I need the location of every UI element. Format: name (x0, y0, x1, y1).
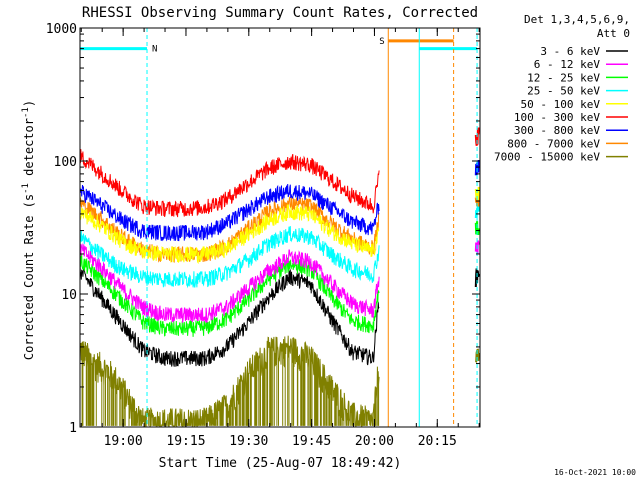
y-axis-label-part: Corrected Count Rate (s (22, 194, 36, 360)
y-tick-label: 1 (69, 421, 77, 436)
series-trace (79, 183, 380, 242)
series-trace (79, 204, 380, 265)
series-trace-post (474, 186, 480, 201)
legend-label: 12 - 25 keV (527, 71, 600, 84)
series-trace (79, 335, 380, 428)
legend-label: 7000 - 15000 keV (494, 151, 600, 164)
x-tick-label: 19:00 (104, 434, 143, 449)
legend-label: 100 - 300 keV (514, 111, 600, 124)
x-tick-label: 20:15 (418, 434, 457, 449)
flag-label: S (379, 37, 384, 47)
legend-label: 300 - 800 keV (514, 124, 600, 137)
y-axis-label-sup: -1 (21, 183, 31, 194)
x-tick-label: 19:45 (292, 434, 331, 449)
series-trace (79, 149, 380, 218)
legend-label: 25 - 50 keV (527, 85, 600, 98)
series-trace (79, 243, 380, 324)
series-trace (79, 263, 380, 367)
y-tick-label: 1000 (46, 22, 77, 37)
chart-title: RHESSI Observing Summary Count Rates, Co… (82, 5, 478, 21)
flag-label: N (152, 45, 157, 55)
x-tick-label: 20:00 (355, 434, 394, 449)
y-tick-label: 100 (54, 155, 77, 170)
axes: 1 10 100 1000 19:00 19:15 19:30 19:45 20:00 20:15 (46, 22, 481, 449)
legend-label: 800 - 7000 keV (507, 137, 600, 150)
series-trace (79, 253, 380, 337)
legend-label: 50 - 100 keV (521, 98, 601, 111)
y-tick-label: 10 (61, 288, 77, 303)
footer-timestamp: 16-Oct-2021 10:00 (554, 468, 636, 477)
legend-header: Att 0 (597, 27, 630, 40)
plot-frame (79, 27, 481, 428)
y-axis-label-part: ) (22, 100, 36, 107)
series-trace (79, 226, 380, 289)
y-axis-label-sup: -1 (21, 107, 31, 118)
legend-label: 6 - 12 keV (534, 58, 601, 71)
series-trace-post (474, 159, 480, 176)
series-trace-post (474, 240, 480, 254)
y-axis-label: Corrected Count Rate (s-1 detector-1) (21, 100, 36, 360)
x-tick-label: 19:15 (166, 434, 205, 449)
x-axis-label: Start Time (25-Aug-07 18:49:42) (159, 456, 402, 471)
flag-overlay-layer: NS (80, 28, 478, 427)
y-axis-label-part: detector (22, 118, 36, 183)
legend-label: 3 - 6 keV (540, 45, 600, 58)
legend-header: Det 1,3,4,5,6,9, (524, 13, 630, 26)
x-tick-label: 19:30 (229, 434, 268, 449)
series-layer (79, 127, 480, 428)
